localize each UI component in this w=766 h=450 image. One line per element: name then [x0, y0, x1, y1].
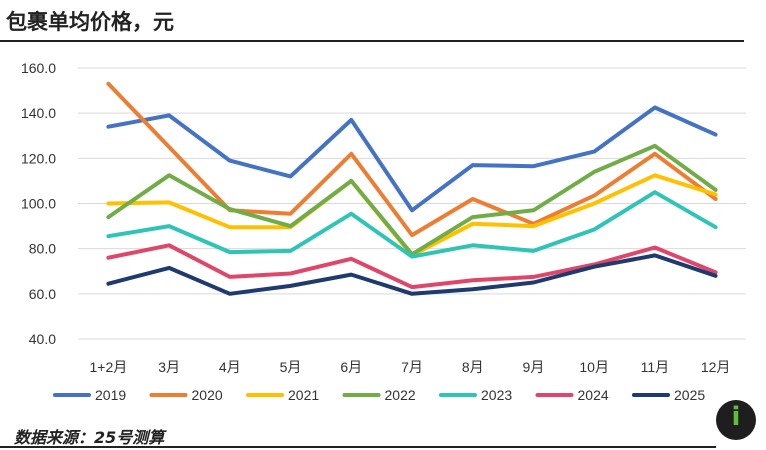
x-tick-label: 8月 [462, 359, 484, 375]
series-line-2025 [106, 253, 718, 296]
legend-label-2024: 2024 [578, 387, 609, 403]
series-line-2024 [106, 243, 718, 290]
legend-label-2022: 2022 [385, 387, 416, 403]
x-axis-ticks: 1+2月 3月 4月 5月 6月 7月 8月 9月 10月 11月 12月 [89, 359, 730, 375]
series-line-2020 [106, 81, 718, 238]
x-tick-label: 11月 [641, 359, 670, 375]
x-tick-label: 4月 [219, 359, 241, 375]
legend: 2019 2020 2021 2022 2023 2024 2025 [53, 387, 705, 403]
source-note: 数据来源：25号测算 [14, 428, 165, 447]
series-line-2023 [106, 190, 718, 259]
legend-label-2025: 2025 [674, 387, 705, 403]
x-tick-label: 10月 [579, 359, 609, 375]
y-tick-label: 100.0 [21, 196, 56, 212]
series-line-2019 [106, 105, 718, 213]
y-tick-label: 140.0 [21, 105, 56, 121]
x-tick-label: 6月 [340, 359, 362, 375]
series-lines [106, 81, 718, 296]
series-line-2021 [106, 173, 718, 258]
x-tick-label: 5月 [280, 359, 302, 375]
legend-label-2019: 2019 [95, 387, 126, 403]
title-underline [0, 40, 744, 42]
legend-label-2021: 2021 [288, 387, 319, 403]
chart-title: 包裹单均价格，元 [6, 10, 174, 34]
x-tick-label: 9月 [523, 359, 545, 375]
x-tick-label: 12月 [701, 359, 731, 375]
x-tick-label: 3月 [158, 359, 180, 375]
brand-logo: i [716, 400, 756, 440]
legend-label-2023: 2023 [481, 387, 512, 403]
x-tick-label: 7月 [401, 359, 423, 375]
y-tick-label: 60.0 [29, 286, 56, 302]
y-tick-label: 40.0 [29, 331, 56, 347]
y-axis-ticks: 40.0 60.0 80.0 100.0 120.0 140.0 160.0 [21, 60, 56, 347]
gridlines [78, 67, 746, 340]
footer-underline [0, 446, 716, 448]
y-tick-label: 160.0 [21, 60, 56, 76]
y-tick-label: 80.0 [29, 241, 56, 257]
x-tick-label: 1+2月 [89, 359, 127, 375]
legend-label-2020: 2020 [192, 387, 223, 403]
y-tick-label: 120.0 [21, 150, 56, 166]
logo-glyph: i [731, 402, 741, 432]
